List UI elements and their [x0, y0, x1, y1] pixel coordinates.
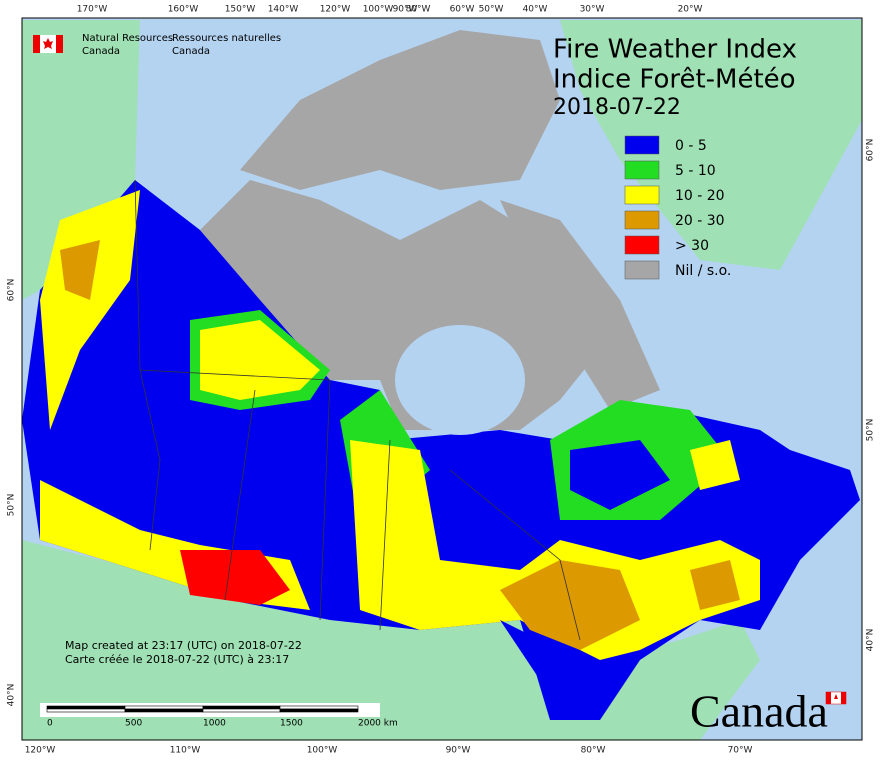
dept-en: Natural Resources	[82, 33, 173, 44]
scale-segment	[279, 705, 359, 710]
legend-label: Nil / s.o.	[675, 263, 731, 279]
scale-label: 1000	[203, 719, 226, 729]
legend-label: > 30	[675, 238, 709, 254]
legend-swatch	[624, 210, 660, 230]
scale-bar: 0 500 1000 1500 2000 km	[40, 703, 398, 729]
title-en: Fire Weather Index	[553, 35, 797, 65]
dept-fr: Canada	[172, 46, 210, 57]
legend-swatch	[624, 185, 660, 205]
baffin	[500, 200, 660, 410]
region-over-30	[180, 550, 290, 605]
scale-label: 0	[47, 719, 53, 729]
graticule-label: 60°N	[7, 279, 17, 302]
graticule-label: 90°W	[393, 5, 418, 15]
nrcan-logo: Natural Resources Canada Ressources natu…	[33, 33, 281, 57]
graticule-label: 40°N	[866, 629, 876, 652]
border	[139, 369, 331, 381]
graticule-labels: 170°W 160°W 150°W 140°W 120°W 100°W 90°W80°W 60…	[7, 5, 876, 756]
scale-segment	[124, 708, 204, 713]
legend: 0 - 5 5 - 10 10 - 20 20 - 30 > 30 Nil / s.o.	[624, 135, 731, 280]
greenland	[560, 20, 862, 270]
region-10-20	[200, 320, 320, 400]
border	[224, 389, 256, 601]
region-0-5	[430, 490, 520, 560]
scale-segment	[279, 708, 359, 713]
graticule-label: 100°W	[363, 5, 394, 15]
scale-label: 500	[125, 719, 142, 729]
scale-segment	[46, 708, 126, 713]
legend-label: 0 - 5	[675, 138, 707, 154]
arctic-islands	[240, 30, 560, 190]
region-20-30	[60, 240, 100, 300]
region-20-30	[500, 560, 640, 650]
flag-bar	[826, 692, 831, 704]
legend-label: 20 - 30	[675, 213, 725, 229]
flag-bar	[33, 35, 40, 53]
graticule-label: 90°W	[446, 746, 471, 756]
region-10-20	[690, 440, 740, 490]
graticule-label: 60°W	[450, 5, 475, 15]
region-0-5	[570, 440, 670, 510]
graticule-label: 140°W	[268, 5, 299, 15]
border	[379, 439, 391, 631]
flag-bar	[841, 692, 846, 704]
legend-swatch	[624, 235, 660, 255]
graticule-label: 170°W	[77, 5, 108, 15]
graticule-label: 70°W	[728, 746, 753, 756]
scale-label: 2000 km	[358, 719, 398, 729]
graticule-label: 50°N	[7, 494, 17, 517]
region-0-5	[500, 620, 600, 720]
graticule-label: 120°W	[320, 5, 351, 15]
canada-wordmark: Canada	[690, 686, 847, 737]
graticule-label: 80°W	[581, 746, 606, 756]
graticule-label: 150°W	[225, 5, 256, 15]
graticule-label: 50°W	[479, 5, 504, 15]
title-date: 2018-07-22	[553, 95, 681, 120]
graticule-label: 60°N	[866, 139, 876, 162]
graticule-label: 80°W	[406, 5, 431, 15]
scale-segment	[202, 705, 281, 710]
border	[319, 379, 331, 621]
graticule-label: 30°W	[580, 5, 605, 15]
graticule-label: 100°W	[307, 746, 338, 756]
hudson-bay	[398, 328, 522, 432]
scale-segment	[46, 705, 126, 710]
dept-fr: Ressources naturelles	[172, 33, 281, 44]
graticule-label: 40°N	[7, 684, 17, 707]
graticule-label: 50°N	[866, 419, 876, 442]
frame	[21, 17, 863, 741]
region-20-30	[690, 560, 740, 610]
border	[449, 469, 581, 641]
flag-bar	[56, 35, 63, 53]
maple-leaf	[834, 694, 838, 699]
legend-swatch	[624, 135, 660, 155]
region-10-20	[350, 440, 760, 660]
graticule-label: 120°W	[25, 746, 56, 756]
scale-segment	[124, 705, 204, 710]
map-frame	[21, 17, 863, 741]
dept-en: Canada	[82, 46, 120, 57]
borders	[134, 179, 581, 641]
legend-label: 10 - 20	[675, 188, 725, 204]
maple-leaf	[43, 38, 53, 49]
graticule-label: 20°W	[678, 5, 703, 15]
graticule-label: 160°W	[168, 5, 199, 15]
legend-label: 5 - 10	[675, 163, 716, 179]
credit-fr: Carte créée le 2018-07-22 (UTC) à 23:17	[65, 653, 289, 666]
graticule-label: 40°W	[523, 5, 548, 15]
border	[134, 179, 161, 551]
wordmark: Canada	[690, 686, 828, 737]
alaska	[22, 20, 140, 300]
title-fr: Indice Forêt-Météo	[553, 65, 796, 95]
legend-swatch	[624, 160, 660, 180]
scale-label: 1500	[280, 719, 303, 729]
graticule-label: 110°W	[170, 746, 201, 756]
credit-en: Map created at 23:17 (UTC) on 2018-07-22	[65, 639, 302, 652]
scale-segment	[202, 708, 281, 713]
legend-swatch	[624, 260, 660, 280]
